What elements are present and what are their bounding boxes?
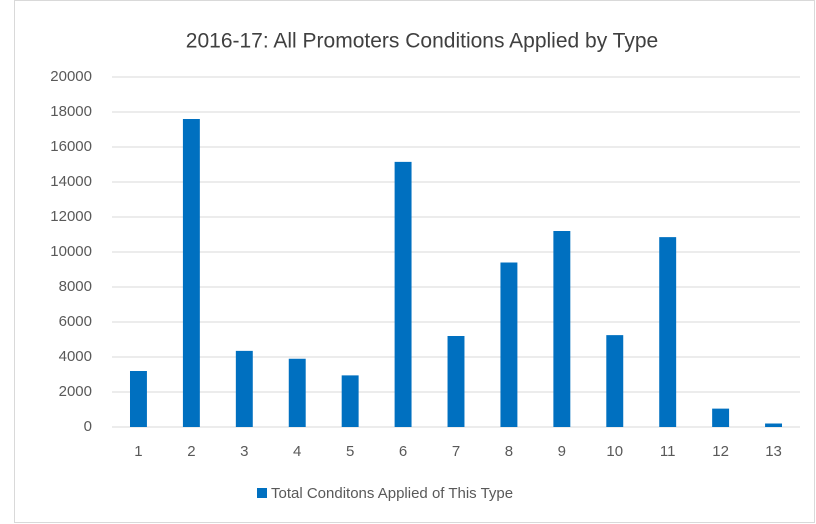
- y-tick-label: 0: [84, 418, 92, 435]
- bar: [341, 375, 359, 427]
- bar: [765, 423, 783, 427]
- y-tick-label: 20000: [50, 68, 92, 85]
- bar: [659, 237, 677, 427]
- chart-title: 2016-17: All Promoters Conditions Applie…: [186, 30, 658, 53]
- bar: [712, 408, 730, 427]
- bar: [235, 350, 253, 427]
- y-tick-label: 4000: [59, 348, 92, 365]
- bar: [129, 371, 147, 427]
- x-tick-label: 7: [452, 443, 460, 460]
- x-tick-label: 9: [558, 443, 566, 460]
- x-tick-label: 6: [399, 443, 407, 460]
- x-tick-label: 8: [505, 443, 513, 460]
- x-tick-label: 10: [606, 443, 623, 460]
- y-tick-label: 10000: [50, 243, 92, 260]
- x-tick-label: 11: [660, 443, 676, 460]
- bar: [500, 262, 518, 427]
- y-tick-label: 8000: [59, 278, 92, 295]
- bar: [447, 336, 465, 427]
- bar: [182, 119, 200, 427]
- bar: [606, 335, 624, 427]
- chart-border: [14, 0, 815, 523]
- bar: [553, 231, 571, 427]
- x-tick-label: 12: [712, 443, 729, 460]
- bar: [288, 358, 306, 427]
- x-tick-label: 3: [240, 443, 248, 460]
- y-tick-label: 14000: [50, 173, 92, 190]
- x-tick-label: 2: [187, 443, 195, 460]
- y-tick-label: 12000: [50, 208, 92, 225]
- legend-swatch: [257, 488, 267, 498]
- y-tick-label: 2000: [59, 383, 92, 400]
- bar: [394, 161, 412, 427]
- y-tick-label: 6000: [59, 313, 92, 330]
- x-tick-label: 4: [293, 443, 301, 460]
- y-tick-label: 16000: [50, 138, 92, 155]
- x-tick-label: 1: [134, 443, 142, 460]
- y-tick-label: 18000: [50, 103, 92, 120]
- x-tick-label: 13: [765, 443, 782, 460]
- x-tick-label: 5: [346, 443, 354, 460]
- legend-label: Total Conditons Applied of This Type: [271, 485, 513, 502]
